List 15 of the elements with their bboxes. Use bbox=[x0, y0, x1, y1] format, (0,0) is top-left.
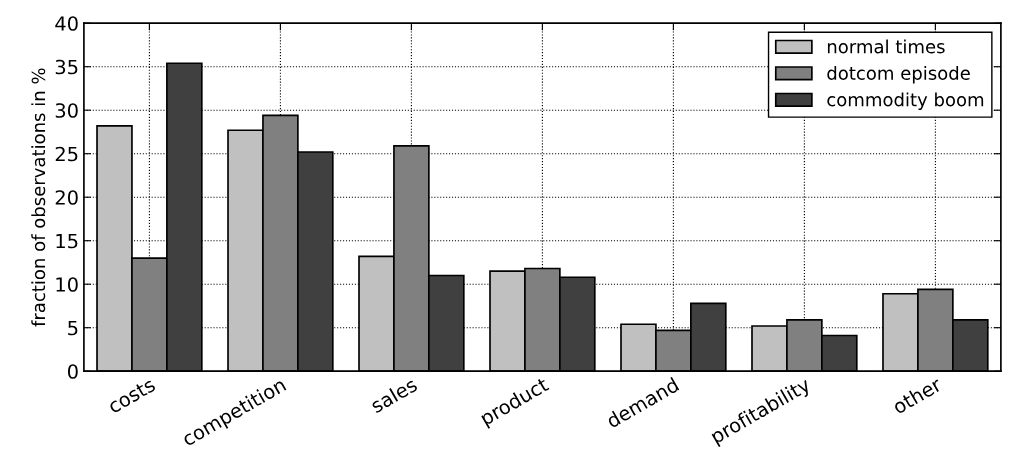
x-tick-label: sales bbox=[369, 376, 419, 414]
legend-label: dotcom episode bbox=[827, 65, 970, 84]
y-tick-label: 5 bbox=[68, 320, 78, 336]
x-tick-label: costs bbox=[107, 377, 157, 414]
y-tick-label: 35 bbox=[55, 59, 78, 75]
legend-label: normal times bbox=[827, 39, 945, 54]
y-tick-label: 15 bbox=[56, 233, 78, 249]
y-tick-label: 25 bbox=[55, 146, 78, 162]
legend-label: commodity boom bbox=[827, 92, 984, 110]
y-tick-label: 40 bbox=[55, 16, 78, 31]
y-tick-label: 10 bbox=[56, 277, 78, 292]
y-axis-title: fraction of observations in % bbox=[31, 68, 46, 327]
y-tick-label: 20 bbox=[55, 190, 78, 205]
y-tick-label: 30 bbox=[55, 103, 78, 118]
y-tick-label: 0 bbox=[67, 364, 78, 379]
